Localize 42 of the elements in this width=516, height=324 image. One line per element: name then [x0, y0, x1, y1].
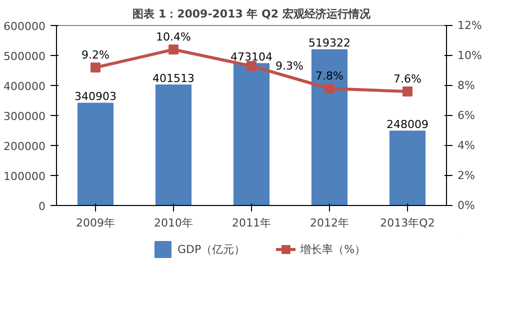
y2-tick-label: 8% [458, 79, 475, 92]
point [168, 44, 178, 54]
y-tick-label: 100000 [4, 170, 46, 183]
y2-tick-label: 10% [458, 49, 482, 62]
data-label: 9.3% [276, 60, 304, 72]
x-tick-label: 2011年 [232, 216, 272, 230]
data-label: 248009 [386, 118, 429, 132]
y2-tick-label: 6% [458, 109, 475, 122]
data-label: 519322 [308, 36, 351, 50]
point [246, 61, 256, 71]
chart-title: 图表 1：2009-2013 年 Q2 宏观经济运行情况 [132, 8, 372, 20]
data-label: 473104 [230, 50, 273, 64]
y2-tick-label: 4% [458, 139, 475, 152]
y2-tick-label: 12% [458, 19, 482, 32]
data-label: 7.6% [394, 72, 422, 86]
y-tick-label: 600000 [4, 20, 46, 33]
y2-tick-label: 2% [458, 169, 475, 182]
legend-label: 增长率（%） [300, 242, 366, 256]
x-tick-label: 2012年 [310, 216, 350, 230]
point [90, 62, 100, 72]
data-label: 10.4% [156, 30, 191, 44]
point [402, 86, 412, 96]
y2-tick-label: 0% [458, 199, 475, 212]
bar [311, 49, 348, 206]
y-tick-label: 300000 [4, 110, 46, 123]
y-tick-label: 500000 [4, 50, 46, 63]
bar [389, 130, 426, 206]
bar [233, 63, 270, 206]
bar [155, 84, 192, 206]
y-tick-label: 400000 [4, 80, 46, 93]
y-tick-label: 0 [38, 200, 46, 213]
data-label: 7.8% [316, 70, 344, 82]
y-tick-label: 200000 [4, 140, 46, 153]
x-tick-label: 2013年Q2 [380, 216, 435, 230]
data-label: 340903 [74, 90, 117, 104]
x-tick-label: 2010年 [154, 216, 194, 230]
data-label: 9.2% [82, 48, 110, 62]
bar [77, 102, 114, 206]
data-label: 401513 [152, 72, 195, 86]
x-tick-label: 2009年 [76, 216, 116, 230]
point [324, 84, 334, 94]
legend-label: GDP（亿元） [177, 242, 246, 256]
